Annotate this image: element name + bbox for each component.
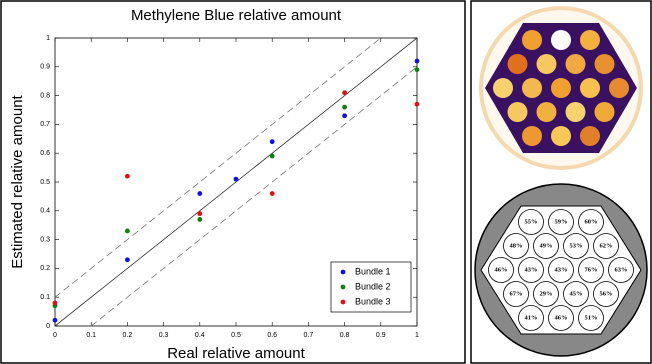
y-tick-label: 0.4 [40, 208, 50, 215]
rod-percentage: 63% [615, 266, 628, 273]
y-tick-label: 0.8 [40, 92, 50, 99]
rod-percentage: 51% [585, 314, 598, 321]
y-tick-label: 0.6 [40, 150, 50, 157]
heatmap-rod [537, 54, 557, 74]
bundle-diagram: 55% 59% 60% 48% 49% 53% 62% 46% 43% 43% 76% 63% 67% 2… [475, 184, 647, 356]
heatmap-rod [609, 78, 629, 98]
heatmap-rod [537, 102, 557, 122]
data-point [270, 191, 275, 196]
data-point [415, 67, 420, 72]
x-axis-label: Real relative amount [167, 345, 305, 362]
y-tick-label: 0 [46, 323, 50, 330]
rod-percentage: 29% [540, 290, 553, 297]
legend-marker [341, 270, 346, 275]
y-tick-label: 0.3 [40, 236, 50, 243]
rod-percentage: 62% [600, 242, 613, 249]
x-tick-label: 0.4 [195, 332, 205, 339]
data-point [415, 59, 420, 64]
heatmap-rod [566, 102, 586, 122]
x-tick-label: 0 [53, 332, 57, 339]
data-point [270, 139, 275, 144]
data-point [125, 174, 130, 179]
x-tick-label: 0.6 [267, 332, 277, 339]
x-tick-label: 0.7 [304, 332, 314, 339]
x-tick-label: 0.8 [340, 332, 350, 339]
heatmap-rod [595, 54, 615, 74]
rod-percentage: 67% [510, 290, 523, 297]
x-tick-label: 0.9 [376, 332, 386, 339]
x-tick-label: 0.3 [159, 332, 169, 339]
heatmap-rod [595, 102, 615, 122]
heatmap-rod [493, 78, 513, 98]
legend-marker [341, 285, 346, 290]
rod-percentage: 45% [570, 290, 583, 297]
heatmap-image [479, 6, 643, 170]
legend-marker [341, 300, 346, 305]
legend-label: Bundle 3 [355, 296, 391, 306]
data-point [342, 113, 347, 118]
heatmap-rod [522, 30, 542, 50]
x-tick-label: 1 [415, 332, 419, 339]
page: Methylene Blue relative amount Real rela… [0, 0, 652, 364]
rod-percentage: 46% [495, 266, 508, 273]
y-tick-label: 1 [46, 35, 50, 42]
data-point [234, 177, 239, 182]
y-tick-label: 0.5 [40, 179, 50, 186]
heatmap-rod [508, 54, 528, 74]
x-tick-label: 0.1 [86, 332, 96, 339]
heatmap-rod [580, 30, 600, 50]
y-tick-label: 0.1 [40, 294, 50, 301]
data-point [125, 229, 130, 234]
y-tick-label: 0.9 [40, 64, 50, 71]
heatmap-rod [551, 126, 571, 146]
chart-title: Methylene Blue relative amount [131, 7, 342, 24]
data-point [197, 211, 202, 216]
rod-percentage: 43% [525, 266, 538, 273]
x-tick-label: 0.5 [231, 332, 241, 339]
heatmap-rod [566, 54, 586, 74]
heatmap-rod [580, 126, 600, 146]
data-point [197, 191, 202, 196]
heatmap-rod [522, 126, 542, 146]
rod-percentage: 56% [600, 290, 613, 297]
rod-percentage: 76% [585, 266, 598, 273]
data-point [342, 90, 347, 95]
heatmap-rod [522, 78, 542, 98]
data-point [270, 154, 275, 159]
data-point [342, 105, 347, 110]
heatmap-rod [551, 30, 571, 50]
rod-percentage: 60% [585, 218, 598, 225]
data-point [125, 257, 130, 262]
legend-label: Bundle 2 [355, 281, 391, 291]
figure: Methylene Blue relative amount Real rela… [0, 0, 652, 364]
x-tick-label: 0.2 [123, 332, 133, 339]
rod-percentage: 49% [540, 242, 553, 249]
heatmap-rod [508, 102, 528, 122]
y-tick-label: 0.7 [40, 121, 50, 128]
data-point [197, 217, 202, 222]
heatmap-rod [551, 78, 571, 98]
rod-percentage: 55% [525, 218, 538, 225]
rod-percentage: 59% [555, 218, 568, 225]
rod-percentage: 43% [555, 266, 568, 273]
rod-percentage: 41% [525, 314, 538, 321]
data-point [415, 102, 420, 107]
rod-percentage: 46% [555, 314, 568, 321]
y-tick-label: 0.2 [40, 265, 50, 272]
heatmap-rod [580, 78, 600, 98]
y-axis-label: Estimated relative amount [9, 94, 26, 268]
legend-label: Bundle 1 [355, 266, 391, 276]
data-point [53, 301, 58, 306]
data-point [53, 318, 58, 323]
rod-percentage: 53% [570, 242, 583, 249]
rod-percentage: 48% [510, 242, 523, 249]
